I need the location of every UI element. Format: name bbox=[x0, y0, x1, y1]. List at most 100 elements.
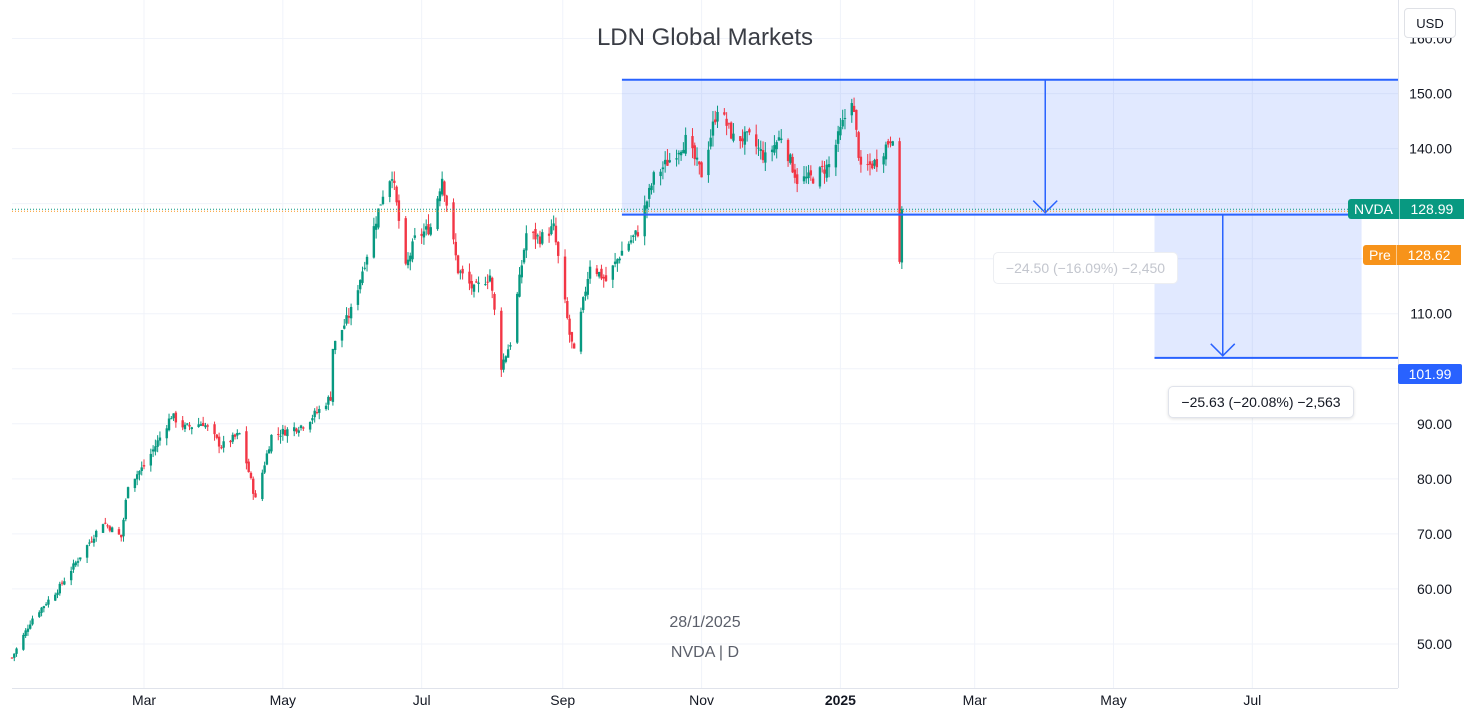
candle-body bbox=[852, 105, 856, 112]
candle-body bbox=[231, 434, 234, 442]
candle-body bbox=[618, 258, 621, 261]
candle-body bbox=[429, 227, 432, 235]
candle-body bbox=[302, 427, 305, 429]
candle-body bbox=[809, 170, 813, 176]
candle-body bbox=[595, 268, 599, 275]
candle-body bbox=[723, 112, 726, 115]
x-tick-label: Jul bbox=[413, 692, 431, 708]
last-price-symbol: NVDA bbox=[1348, 199, 1399, 220]
candle-body bbox=[365, 256, 369, 265]
candle-body bbox=[504, 356, 508, 362]
candle-body bbox=[76, 561, 80, 563]
candle-body bbox=[379, 204, 382, 206]
candle-body bbox=[377, 208, 380, 228]
candle-body bbox=[871, 163, 874, 169]
candle-body bbox=[42, 606, 46, 609]
candle-body bbox=[836, 131, 840, 144]
candle-body bbox=[709, 137, 712, 147]
candle-body bbox=[349, 306, 353, 319]
candle-body bbox=[764, 152, 767, 163]
target-price-tag: 101.99 bbox=[1398, 364, 1462, 384]
measure-label-first[interactable]: −24.50 (−16.09%) −2,450 bbox=[993, 252, 1178, 284]
candle-body bbox=[695, 157, 699, 160]
candle-body bbox=[340, 330, 344, 341]
candle-body bbox=[122, 519, 125, 537]
candle-body bbox=[493, 294, 496, 310]
candle-body bbox=[663, 159, 667, 165]
candle-body bbox=[525, 233, 528, 251]
candle-body bbox=[26, 628, 30, 632]
candle-body bbox=[679, 151, 683, 156]
candle-body bbox=[650, 185, 653, 191]
candle-body bbox=[643, 205, 646, 237]
candle-body bbox=[827, 164, 831, 168]
candle-body bbox=[552, 223, 555, 227]
candle-body bbox=[95, 530, 98, 538]
candle-body bbox=[279, 435, 282, 437]
candle-body bbox=[135, 474, 139, 480]
y-tick-label: 60.00 bbox=[1417, 581, 1452, 597]
y-tick-label: 70.00 bbox=[1417, 526, 1452, 542]
candle-body bbox=[422, 231, 426, 238]
candle-body bbox=[668, 160, 671, 163]
candle-body bbox=[58, 583, 61, 594]
candle-body bbox=[101, 524, 105, 533]
candle-body bbox=[359, 280, 362, 290]
candle-body bbox=[263, 465, 266, 473]
candle-body bbox=[395, 186, 398, 203]
candle-body bbox=[566, 301, 569, 319]
candle-body bbox=[108, 526, 112, 531]
candle-body bbox=[452, 202, 455, 240]
candle-body bbox=[547, 233, 551, 236]
last-price-tag: NVDA 128.99 bbox=[1348, 199, 1464, 220]
measure-label-second[interactable]: −25.63 (−20.08%) −2,563 bbox=[1168, 386, 1354, 418]
candle-body bbox=[811, 178, 815, 184]
candle-body bbox=[142, 465, 146, 467]
candle-body bbox=[898, 141, 901, 262]
candle-body bbox=[206, 425, 209, 427]
candle-body bbox=[470, 280, 473, 289]
candle-body bbox=[388, 181, 391, 197]
candle-body bbox=[270, 434, 273, 452]
candle-body bbox=[889, 141, 892, 144]
candle-body bbox=[236, 432, 239, 436]
candle-body bbox=[891, 141, 894, 146]
zone-layer bbox=[621, 79, 1398, 358]
candle-body bbox=[247, 461, 250, 473]
candle-body bbox=[698, 161, 701, 165]
pre-price-tag: Pre 128.62 bbox=[1363, 245, 1461, 265]
candle-body bbox=[677, 152, 681, 155]
candle-body bbox=[825, 164, 828, 178]
candle-body bbox=[741, 138, 744, 142]
candle-body bbox=[570, 332, 574, 342]
candle-body bbox=[516, 293, 519, 343]
candle-body bbox=[69, 570, 73, 581]
candle-body bbox=[518, 274, 521, 297]
candle-body bbox=[789, 154, 792, 163]
candle-body bbox=[265, 453, 269, 465]
candle-body bbox=[40, 607, 43, 613]
candle-body bbox=[582, 297, 585, 311]
candle-body bbox=[586, 279, 589, 295]
candle-body bbox=[229, 440, 232, 443]
candle-body bbox=[711, 121, 715, 136]
candle-body bbox=[24, 630, 27, 636]
candle-body bbox=[38, 612, 41, 617]
candle-body bbox=[313, 410, 316, 418]
x-tick-label: Sep bbox=[550, 692, 575, 708]
candle-body bbox=[165, 428, 168, 439]
candle-body bbox=[550, 226, 553, 235]
pre-price-label: Pre bbox=[1363, 245, 1396, 265]
candle-body bbox=[707, 149, 710, 176]
currency-button[interactable]: USD bbox=[1404, 8, 1456, 38]
candle-body bbox=[793, 169, 797, 178]
candle-body bbox=[427, 224, 430, 235]
candle-body bbox=[684, 134, 687, 154]
candle-body bbox=[729, 122, 733, 139]
candle-body bbox=[333, 340, 337, 351]
candle-body bbox=[579, 311, 583, 352]
x-tick-label: Mar bbox=[963, 692, 987, 708]
candle-body bbox=[611, 265, 615, 280]
